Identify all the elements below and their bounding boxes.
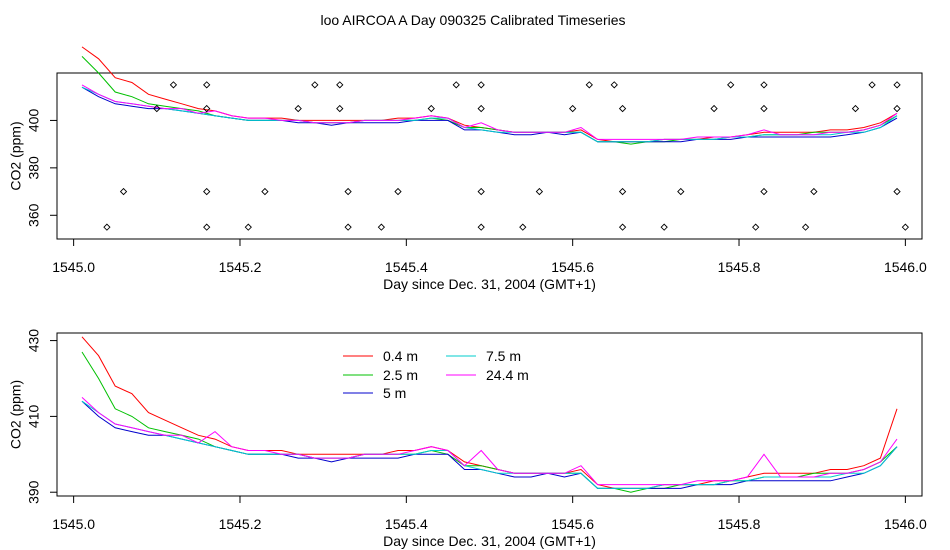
legend-label: 2.5 m (383, 367, 418, 383)
y-tick-label: 360 (26, 203, 42, 227)
valve-marker (261, 187, 269, 196)
valve-marker (311, 81, 319, 89)
y-axis-label: CO2 (ppm) (8, 380, 24, 449)
y-tick-label: 400 (26, 109, 42, 133)
y-tick-label: 380 (26, 156, 42, 180)
valve-marker (203, 187, 211, 196)
valve-marker (610, 81, 618, 89)
valve-marker (119, 187, 128, 196)
valve-marker (760, 104, 768, 113)
valve-marker (477, 81, 485, 89)
valve-marker (760, 81, 768, 89)
legend-label: 0.4 m (383, 348, 418, 364)
x-tick-label: 1545.0 (52, 259, 95, 275)
y-tick-label: 390 (26, 480, 42, 504)
valve-marker (103, 223, 111, 231)
x-tick-label: 1545.2 (219, 516, 262, 532)
series-line-5-m (81, 400, 898, 489)
valve-marker (394, 187, 402, 196)
valve-marker (569, 104, 577, 113)
valve-marker (344, 223, 352, 231)
valve-marker (336, 81, 344, 89)
x-axis-label: Day since Dec. 31, 2004 (GMT+1) (383, 276, 596, 292)
x-tick-label: 1545.4 (385, 259, 428, 275)
valve-marker (618, 223, 627, 231)
series-line-24-4-m (81, 84, 898, 140)
y-tick-label: 410 (26, 405, 42, 429)
valve-marker (336, 104, 344, 113)
valve-marker (752, 223, 760, 231)
legend-label: 7.5 m (486, 348, 521, 364)
valve-marker (344, 187, 352, 196)
valve-marker (203, 223, 211, 231)
x-tick-label: 1545.4 (385, 516, 428, 532)
valve-marker (901, 223, 910, 231)
x-tick-label: 1546.0 (884, 516, 927, 532)
top-panel: 1545.0 1545.2 1545.4 1545.6 1545.8 1546.0 360 3… (8, 46, 927, 292)
x-tick-label: 1545.0 (52, 516, 95, 532)
x-axis-label: Day since Dec. 31, 2004 (GMT+1) (383, 533, 596, 549)
valve-marker (169, 81, 178, 89)
valve-marker (244, 223, 252, 231)
valve-marker (660, 223, 668, 231)
y-tick-label: 430 (26, 329, 42, 353)
plot-frame (56, 72, 923, 240)
valve-marker (618, 187, 627, 196)
valve-marker (677, 187, 685, 196)
series-line-24-4-m (81, 397, 898, 486)
bottom-panel: 1545.0 1545.2 1545.4 1545.6 1545.8 1546.0 390 4… (8, 329, 927, 549)
valve-marker (153, 104, 161, 113)
valve-marker (893, 81, 901, 89)
valve-marker (801, 223, 810, 231)
valve-marker (893, 187, 901, 196)
valve-marker (868, 81, 876, 89)
y-axis-label: CO2 (ppm) (8, 121, 24, 190)
valve-marker (294, 104, 302, 113)
valve-marker (477, 104, 485, 113)
legend-label: 24.4 m (486, 367, 529, 383)
x-tick-label: 1545.2 (219, 259, 262, 275)
valve-marker (710, 104, 718, 113)
page-title: loo AIRCOA A Day 090325 Calibrated Times… (320, 12, 625, 28)
x-tick-label: 1545.8 (718, 516, 761, 532)
valve-marker (427, 104, 435, 113)
valve-marker (810, 187, 818, 196)
valve-marker (203, 81, 211, 89)
series-line-0-4-m (81, 46, 898, 143)
valve-marker (377, 223, 386, 231)
valve-marker (760, 187, 768, 196)
series-line-7-5-m (81, 86, 898, 143)
valve-marker (452, 81, 460, 89)
x-tick-label: 1546.0 (884, 259, 927, 275)
x-tick-label: 1545.6 (551, 516, 594, 532)
valve-marker (535, 187, 544, 196)
valve-marker (727, 81, 735, 89)
valve-marker (851, 104, 860, 113)
x-tick-label: 1545.8 (718, 259, 761, 275)
valve-marker (477, 187, 485, 196)
legend-label: 5 m (383, 385, 406, 401)
valve-marker (893, 104, 901, 113)
x-tick-label: 1545.6 (551, 259, 594, 275)
valve-marker (585, 81, 593, 89)
valve-marker (519, 223, 527, 231)
valve-marker (203, 104, 211, 113)
valve-marker (477, 223, 485, 231)
series-line-7-5-m (81, 400, 898, 489)
valve-marker (618, 104, 627, 113)
